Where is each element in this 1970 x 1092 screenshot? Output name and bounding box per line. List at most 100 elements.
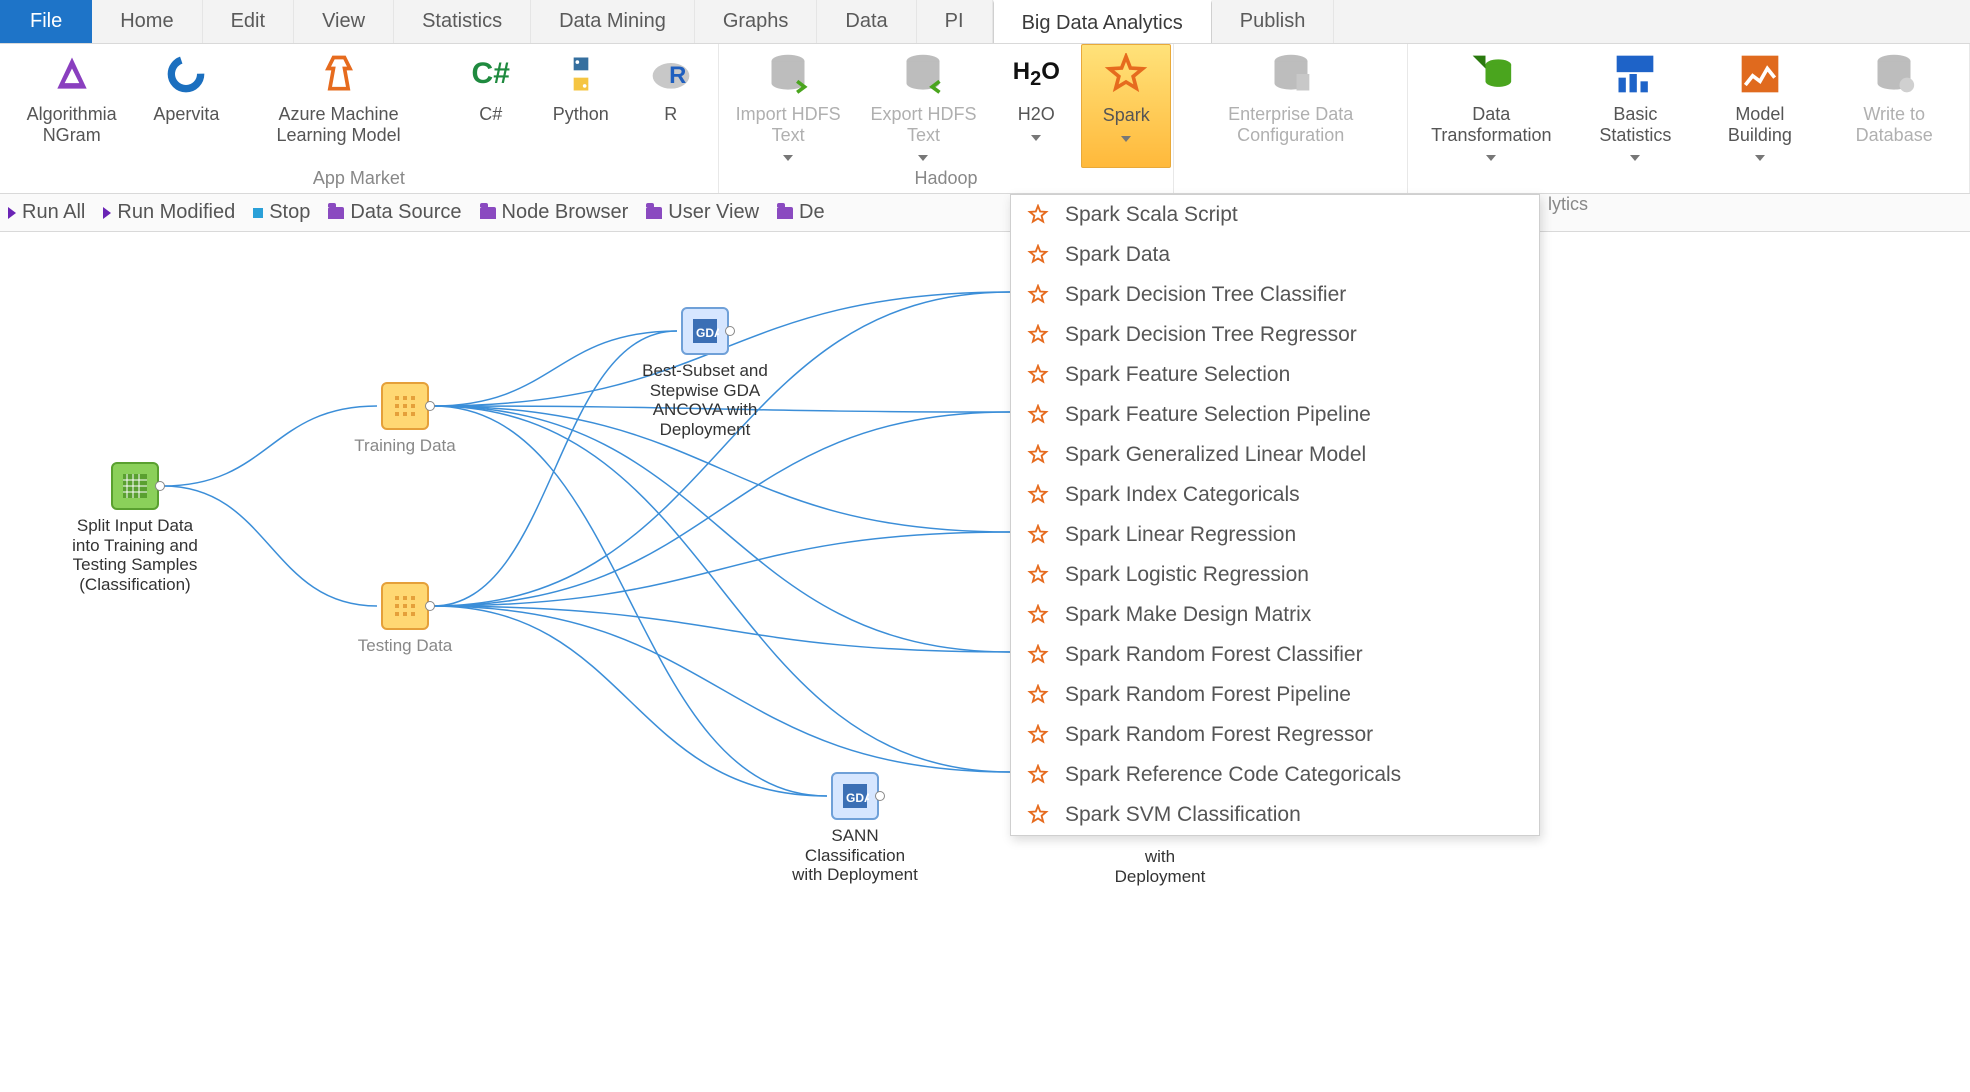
- edge-train-r4: [433, 406, 1010, 652]
- spark-star-icon: [1027, 684, 1049, 706]
- node-label: Training Data: [354, 436, 455, 456]
- menu-item-label: Spark Decision Tree Classifier: [1065, 283, 1346, 307]
- ribbon-group-label: Hadoop: [721, 168, 1172, 193]
- ribbon-btn-h2o[interactable]: H2OH2O: [991, 44, 1081, 168]
- tab-pi[interactable]: PI: [917, 0, 993, 43]
- menu-item-spark-feature-selection[interactable]: Spark Feature Selection: [1011, 355, 1539, 395]
- ribbon-btn-basic-statistics[interactable]: Basic Statistics: [1573, 44, 1699, 168]
- fld-icon: [328, 207, 344, 219]
- model-build-icon: [1736, 50, 1784, 98]
- ribbon-btn-algorithmia-ngram[interactable]: Algorithmia NGram: [2, 44, 141, 168]
- node-icon: GDA: [681, 307, 729, 355]
- menu-item-label: Spark Generalized Linear Model: [1065, 443, 1366, 467]
- spark-star-icon: [1027, 284, 1049, 306]
- toolbar-node-browser[interactable]: Node Browser: [480, 201, 629, 224]
- h2o-icon: H2O: [1012, 50, 1060, 98]
- tab-home[interactable]: Home: [92, 0, 202, 43]
- toolbar-label: Stop: [269, 201, 310, 224]
- menu-item-label: Spark Random Forest Pipeline: [1065, 683, 1351, 707]
- ribbon-btn-export-hdfs-text: Export HDFS Text: [856, 44, 992, 168]
- sq-icon: [253, 208, 263, 218]
- menu-item-spark-linear-regression[interactable]: Spark Linear Regression: [1011, 515, 1539, 555]
- menu-item-spark-svm-classification[interactable]: Spark SVM Classification: [1011, 795, 1539, 835]
- ribbon-btn-spark[interactable]: Spark: [1081, 44, 1171, 168]
- workflow-node-test[interactable]: Testing Data: [340, 582, 470, 656]
- menu-item-spark-random-forest-regressor[interactable]: Spark Random Forest Regressor: [1011, 715, 1539, 755]
- spark-star-icon: [1027, 644, 1049, 666]
- workflow-node-gda[interactable]: GDA Best-Subset and Stepwise GDA ANCOVA …: [640, 307, 770, 439]
- fld-icon: [777, 207, 793, 219]
- workflow-canvas[interactable]: Split Input Data into Training and Testi…: [0, 232, 1970, 1092]
- menu-item-spark-make-design-matrix[interactable]: Spark Make Design Matrix: [1011, 595, 1539, 635]
- toolbar-run-modified[interactable]: Run Modified: [103, 201, 235, 224]
- azure-ml-icon: [315, 50, 363, 98]
- fld-icon: [646, 207, 662, 219]
- spark-star-icon: [1027, 204, 1049, 226]
- edge-train-r5: [433, 406, 1010, 772]
- node-icon: [111, 462, 159, 510]
- ribbon-btn-label: R: [664, 104, 677, 125]
- toolbar-de[interactable]: De: [777, 201, 825, 224]
- ribbon-btn-r[interactable]: RR: [626, 44, 716, 168]
- ribbon-group-label-partial: lytics: [1548, 194, 1588, 215]
- menu-item-spark-logistic-regression[interactable]: Spark Logistic Regression: [1011, 555, 1539, 595]
- chevron-down-icon: [1486, 155, 1496, 161]
- toolbar-run-all[interactable]: Run All: [8, 201, 85, 224]
- workflow-node-split[interactable]: Split Input Data into Training and Testi…: [70, 462, 200, 594]
- tab-graphs[interactable]: Graphs: [695, 0, 818, 43]
- ribbon-btn-azure-machine-learning-model[interactable]: Azure Machine Learning Model: [231, 44, 445, 168]
- tab-file[interactable]: File: [0, 0, 92, 43]
- db-export-icon: [899, 50, 947, 98]
- spark-star-icon: [1027, 484, 1049, 506]
- toolbar-data-source[interactable]: Data Source: [328, 201, 461, 224]
- tab-view[interactable]: View: [294, 0, 394, 43]
- menu-item-spark-random-forest-classifier[interactable]: Spark Random Forest Classifier: [1011, 635, 1539, 675]
- workflow-node-sann[interactable]: GDA SANN Classification with Deployment: [790, 772, 920, 885]
- ribbon-btn-label: Spark: [1103, 105, 1150, 126]
- spark-star-icon: [1027, 564, 1049, 586]
- tab-big-data-analytics[interactable]: Big Data Analytics: [993, 0, 1212, 43]
- menu-item-spark-decision-tree-regressor[interactable]: Spark Decision Tree Regressor: [1011, 315, 1539, 355]
- toolbar-stop[interactable]: Stop: [253, 201, 310, 224]
- toolbar-label: User View: [668, 201, 759, 224]
- toolbar-user-view[interactable]: User View: [646, 201, 759, 224]
- menu-item-spark-reference-code-categoricals[interactable]: Spark Reference Code Categoricals: [1011, 755, 1539, 795]
- tab-data[interactable]: Data: [817, 0, 916, 43]
- tab-edit[interactable]: Edit: [203, 0, 294, 43]
- basic-stats-icon: [1611, 50, 1659, 98]
- node-label: Split Input Data into Training and Testi…: [70, 516, 200, 594]
- menu-item-spark-index-categoricals[interactable]: Spark Index Categoricals: [1011, 475, 1539, 515]
- menu-item-spark-data[interactable]: Spark Data: [1011, 235, 1539, 275]
- ribbon-btn-python[interactable]: Python: [536, 44, 626, 168]
- menu-item-spark-feature-selection-pipeline[interactable]: Spark Feature Selection Pipeline: [1011, 395, 1539, 435]
- workflow-node-train[interactable]: Training Data: [340, 382, 470, 456]
- menu-tabs: FileHomeEditViewStatisticsData MiningGra…: [0, 0, 1970, 44]
- toolbar: Run All Run Modified Stop Data Source Node B…: [0, 194, 1970, 232]
- tab-data-mining[interactable]: Data Mining: [531, 0, 695, 43]
- menu-item-label: Spark Linear Regression: [1065, 523, 1296, 547]
- chevron-down-icon: [1121, 136, 1131, 142]
- tab-statistics[interactable]: Statistics: [394, 0, 531, 43]
- spark-icon: [1102, 51, 1150, 99]
- apervita-icon: [162, 50, 210, 98]
- chevron-down-icon: [1031, 135, 1041, 141]
- spark-dropdown-menu: Spark Scala ScriptSpark Data Spark Decisi…: [1010, 194, 1540, 836]
- ribbon-btn-data-transformation[interactable]: Data Transformation: [1410, 44, 1572, 168]
- menu-item-spark-generalized-linear-model[interactable]: Spark Generalized Linear Model: [1011, 435, 1539, 475]
- menu-item-spark-decision-tree-classifier[interactable]: Spark Decision Tree Classifier: [1011, 275, 1539, 315]
- toolbar-label: Run All: [22, 201, 85, 224]
- spark-star-icon: [1027, 244, 1049, 266]
- menu-item-spark-scala-script[interactable]: Spark Scala Script: [1011, 195, 1539, 235]
- ribbon-btn-label: Enterprise Data Configuration: [1186, 104, 1395, 145]
- spark-star-icon: [1027, 524, 1049, 546]
- ribbon-btn-apervita[interactable]: Apervita: [141, 44, 231, 168]
- svg-text:GDA: GDA: [846, 791, 869, 805]
- node-icon: [381, 382, 429, 430]
- ribbon-btn-model-building[interactable]: Model Building: [1698, 44, 1821, 168]
- tab-publish[interactable]: Publish: [1212, 0, 1335, 43]
- ribbon-btn-c-[interactable]: C#C#: [446, 44, 536, 168]
- fld-icon: [480, 207, 496, 219]
- menu-item-spark-random-forest-pipeline[interactable]: Spark Random Forest Pipeline: [1011, 675, 1539, 715]
- ribbon-btn-label: Write to Database: [1831, 104, 1957, 145]
- spark-star-icon: [1027, 764, 1049, 786]
